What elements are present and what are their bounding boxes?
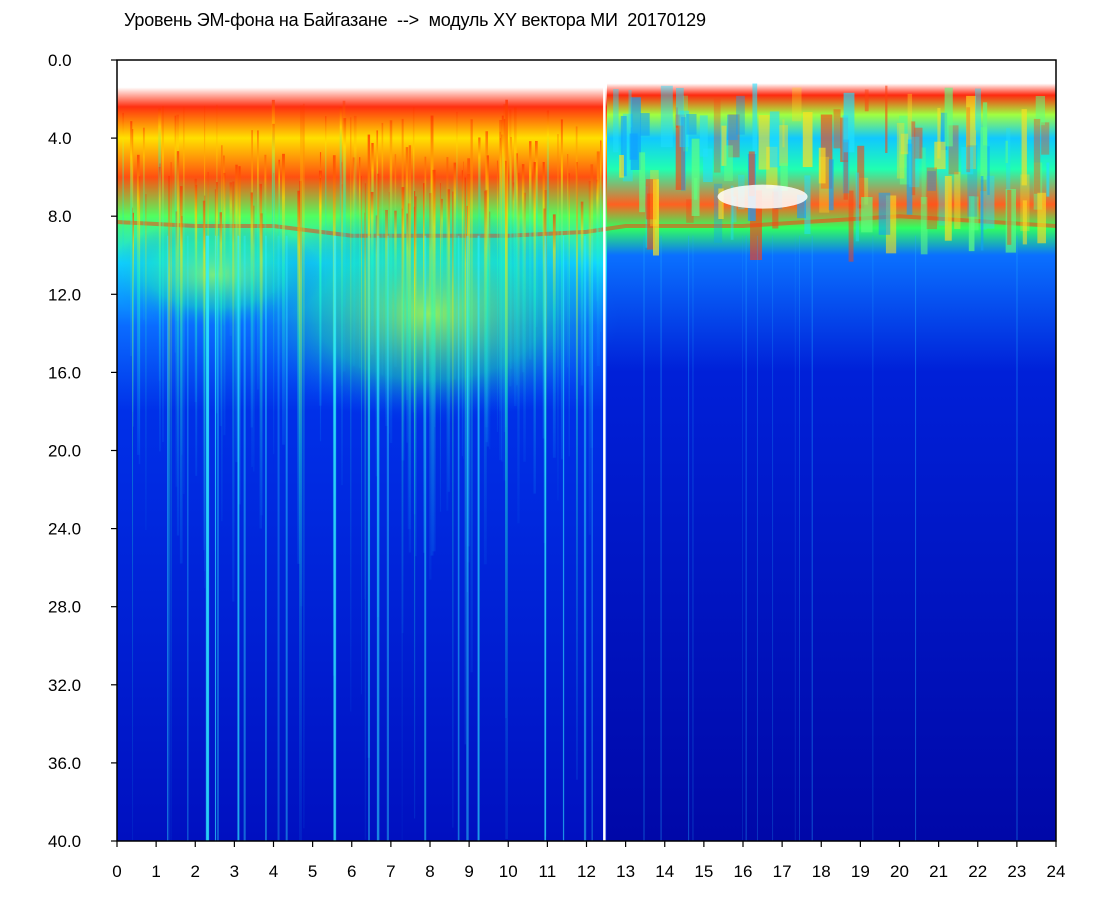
x-tick-label-3: 3 [230,862,239,881]
data-gaps [603,60,606,841]
x-tick-label-7: 7 [386,862,395,881]
x-tick-label-12: 12 [577,862,596,881]
y-tick-label-3: 12.0 [48,285,81,304]
y-tick-label-7: 28.0 [48,598,81,617]
x-tick-label-24: 24 [1047,862,1066,881]
y-tick-label-0: 0.0 [48,51,72,70]
x-tick-label-18: 18 [812,862,831,881]
y-tick-label-4: 16.0 [48,363,81,382]
chart-title: Уровень ЭМ-фона на Байгазане --> модуль … [124,10,706,30]
x-tick-label-13: 13 [616,862,635,881]
y-tick-label-2: 8.0 [48,207,72,226]
x-tick-label-6: 6 [347,862,356,881]
y-tick-label-10: 40.0 [48,832,81,851]
x-tick-label-8: 8 [425,862,434,881]
x-tick-label-23: 23 [1007,862,1026,881]
x-tick-label-20: 20 [890,862,909,881]
x-tick-label-19: 19 [851,862,870,881]
x-tick-label-21: 21 [929,862,948,881]
x-tick-label-15: 15 [694,862,713,881]
spectrogram-texture [117,83,1056,841]
x-tick-label-9: 9 [464,862,473,881]
x-tick-label-16: 16 [734,862,753,881]
y-axis: 0.0 4.0 8.0 12.0 16.0 20.0 24.0 28.0 32.0 36.0 40.… [48,51,117,851]
plot-background-night [117,60,607,841]
x-tick-label-4: 4 [269,862,278,881]
x-axis: 0 1 2 3 4 5 6 7 8 9 10 11 12 13 14 15 16 17 18 19 20 21 22 23 24 [112,841,1065,881]
x-tick-label-17: 17 [773,862,792,881]
x-tick-label-2: 2 [191,862,200,881]
x-tick-label-5: 5 [308,862,317,881]
y-tick-label-1: 4.0 [48,129,72,148]
x-tick-label-10: 10 [499,862,518,881]
y-tick-label-8: 32.0 [48,676,81,695]
x-tick-label-11: 11 [539,862,557,881]
y-tick-label-9: 36.0 [48,754,81,773]
x-tick-label-22: 22 [968,862,987,881]
data-gap-0 [603,60,606,841]
x-tick-label-0: 0 [112,862,121,881]
plot-area [117,60,1056,841]
x-tick-label-14: 14 [655,862,674,881]
y-tick-label-6: 24.0 [48,520,81,539]
y-tick-label-5: 20.0 [48,442,81,461]
x-tick-label-1: 1 [151,862,160,881]
